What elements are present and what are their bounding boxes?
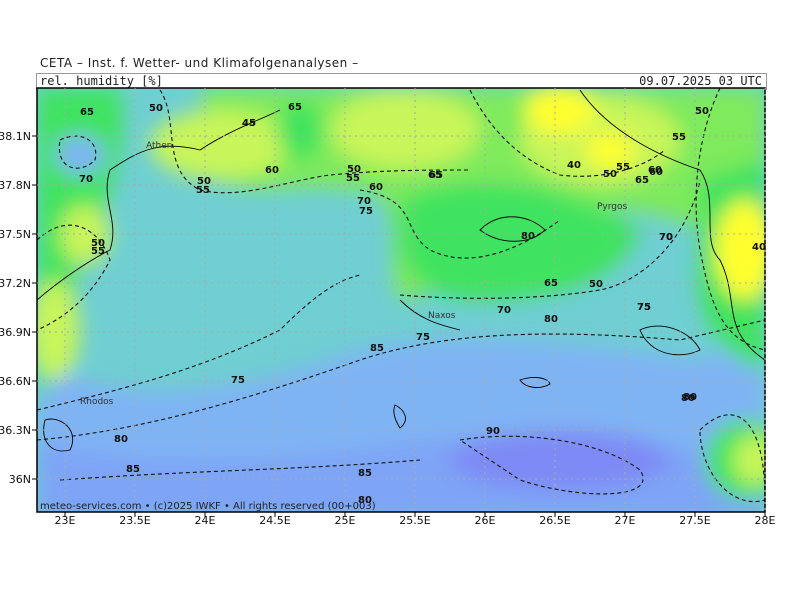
contour-label: 60 [265, 165, 279, 176]
page-title: CETA – Inst. f. Wetter- und Klimafolgena… [40, 56, 359, 70]
place-naxos: Naxos [428, 311, 456, 321]
contour-label: 70 [497, 305, 511, 316]
contour-label: 55 [346, 173, 360, 184]
contour-label: 50 [603, 169, 617, 180]
contour-label: 90 [486, 426, 500, 437]
contour-label: 65 [429, 170, 443, 181]
lon-tick-label: 24.5E [259, 514, 290, 527]
contour-label: 60 [649, 167, 663, 178]
lat-tick-label: 36.6N [0, 375, 31, 388]
contour-labels: 65 50456550556065757050556050557075806570… [79, 102, 766, 506]
lon-tick-label: 26E [475, 514, 496, 527]
lon-tick-label: 27E [615, 514, 636, 527]
contour-label: 80 [544, 314, 558, 325]
lat-tick-label: 37.5N [0, 228, 31, 241]
contour-label: 50 [347, 164, 361, 175]
contour-label: 80 [358, 495, 372, 506]
contour-label: 60 [648, 165, 662, 176]
contour-label: 75 [359, 206, 373, 217]
contour-label: 45 [242, 118, 256, 129]
contour-label: 85 [358, 468, 372, 479]
lon-tick-label: 28E [755, 514, 776, 527]
lon-tick-label: 25E [335, 514, 356, 527]
contour-label: 70 [357, 196, 371, 207]
footer-credit: meteo-services.com • (c)2025 IWKF • All … [40, 501, 376, 512]
contour-label: 70 [659, 232, 673, 243]
contour-label: 70 [659, 232, 673, 243]
contour-label: 65 [80, 107, 94, 118]
lon-tick-label: 25.5E [399, 514, 430, 527]
contour-label: 55 [616, 162, 630, 173]
lon-tick-label: 23.5E [119, 514, 150, 527]
lat-tick-label: 36.9N [0, 326, 31, 339]
lon-tick-label: 23E [55, 514, 76, 527]
parameter-label: rel. humidity [%] [40, 74, 163, 88]
lat-tick-label: 37.8N [0, 179, 31, 192]
contour-label: 75 [637, 302, 651, 313]
lon-tick-label: 24E [195, 514, 216, 527]
contour-label: 85 [370, 343, 384, 354]
contour-label: 65 [544, 278, 558, 289]
contour-lines [37, 88, 765, 503]
contour-label: 55 [196, 185, 210, 196]
lat-tick-label: 38.1N [0, 130, 31, 143]
lat-tick-label: 36N [9, 473, 31, 486]
place-pyrgos: Pyrgos [597, 202, 628, 212]
contour-label: 75 [637, 302, 651, 313]
contour-label: 80 [521, 231, 535, 242]
contour-label: 65 [428, 170, 442, 181]
contour-label: 50 [589, 279, 603, 290]
contour-label: 80 [683, 392, 697, 403]
contour-label: 80 [681, 393, 695, 404]
contour-label: 70 [79, 174, 93, 185]
contour-label: 55 [672, 132, 686, 143]
contour-label: 50 [695, 106, 709, 117]
contour-label: 55 [91, 246, 105, 257]
contour-label: 50 [91, 238, 105, 249]
contour-label: 50 [149, 103, 163, 114]
humidity-field [37, 88, 765, 512]
contour-label: 45 [242, 118, 256, 129]
contour-label: 80 [114, 434, 128, 445]
lon-tick-label: 27.5E [679, 514, 710, 527]
contour-label: 65 [635, 175, 649, 186]
lat-tick-label: 36.3N [0, 424, 31, 437]
lon-tick-label: 26.5E [539, 514, 570, 527]
contour-label: 50 [197, 176, 211, 187]
contour-label: 60 [369, 182, 383, 193]
contour-label: 65 [288, 102, 302, 113]
coastlines [37, 89, 765, 452]
place-athen: Athen [146, 141, 172, 151]
contour-label: 40 [567, 160, 581, 171]
valid-time: 09.07.2025 03 UTC [639, 74, 762, 88]
contour-label: 75 [416, 332, 430, 343]
contour-label: 40 [752, 242, 766, 253]
place-rhodos: Rhodos [80, 397, 114, 407]
contour-label: 85 [126, 464, 140, 475]
lat-tick-label: 37.2N [0, 277, 31, 290]
contour-label: 75 [231, 375, 245, 386]
axis-ticks: 23E 23.5E 24E 24.5E 25E 25.5E 26E 26.5E 27E 27.5E… [0, 88, 776, 527]
